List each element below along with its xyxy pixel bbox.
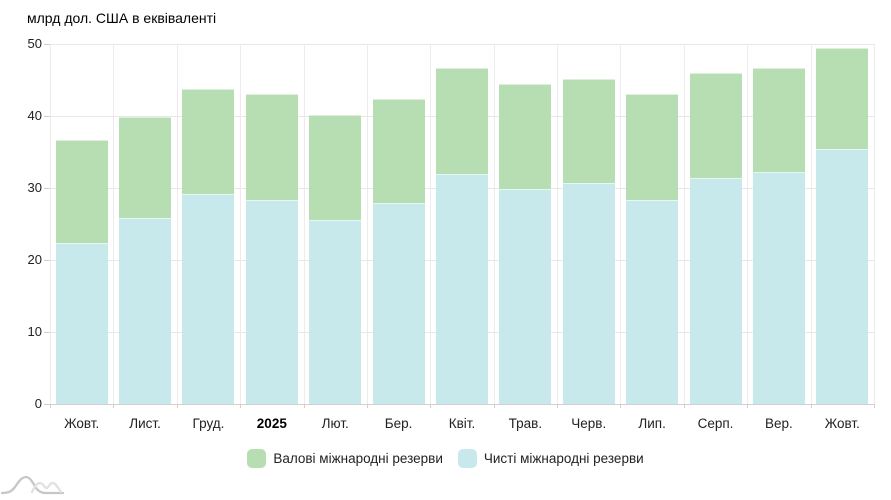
x-axis-line (50, 404, 874, 405)
vertical-gridline (430, 44, 431, 404)
x-axis-tick (50, 404, 51, 408)
vertical-gridline (367, 44, 368, 404)
x-axis-tick (620, 404, 621, 408)
x-axis-label: 2025 (256, 416, 287, 431)
y-axis-label: 10 (27, 324, 42, 339)
chart-title: млрд дол. США в еквіваленті (27, 10, 217, 26)
bar-net-Вер.[interactable] (752, 172, 805, 404)
y-axis-tick (44, 188, 50, 189)
x-axis-tick (304, 404, 305, 408)
y-axis-label: 40 (27, 108, 42, 123)
vertical-gridline (240, 44, 241, 404)
x-axis-label: Груд. (192, 416, 225, 431)
vertical-gridline (874, 44, 875, 404)
x-axis-label: Жовт. (64, 416, 100, 431)
bar-net-Лют.[interactable] (309, 219, 362, 404)
vertical-gridline (620, 44, 621, 404)
x-axis-label: Квіт. (448, 416, 476, 431)
y-axis-tick (44, 404, 50, 405)
legend-swatch-net-icon (457, 449, 477, 468)
x-axis-tick (367, 404, 368, 408)
y-axis-tick (44, 116, 50, 117)
vertical-gridline (557, 44, 558, 404)
bar-net-Жовт.[interactable] (816, 149, 869, 404)
x-axis-label: Лист. (129, 416, 161, 431)
vertical-gridline (494, 44, 495, 404)
vertical-gridline (684, 44, 685, 404)
horizontal-gridline (50, 44, 874, 45)
y-axis-label: 20 (27, 252, 42, 267)
y-axis-tick (44, 260, 50, 261)
y-axis-label: 50 (27, 36, 42, 51)
bar-net-Квіт.[interactable] (436, 173, 488, 404)
vertical-gridline (50, 44, 51, 404)
x-axis-label: Трав. (508, 416, 543, 431)
x-axis-tick (113, 404, 114, 408)
x-axis-tick (430, 404, 431, 408)
y-axis-tick (44, 332, 50, 333)
vertical-gridline (811, 44, 812, 404)
bar-net-Черв.[interactable] (562, 182, 615, 404)
bar-net-Бер.[interactable] (372, 203, 425, 404)
x-axis-label: Вер. (765, 416, 793, 431)
legend-item-net-reserves[interactable]: Чисті міжнародні резерви (457, 449, 644, 468)
legend: Валові міжнародні резерви Чисті міжнарод… (0, 449, 891, 468)
y-axis-label: 30 (27, 180, 42, 195)
y-axis-tick (44, 44, 50, 45)
legend-label-net: Чисті міжнародні резерви (483, 451, 644, 466)
bar-net-Жовт.[interactable] (55, 243, 108, 404)
x-axis-tick (811, 404, 812, 408)
vertical-gridline (304, 44, 305, 404)
x-axis-tick (874, 404, 875, 408)
bar-net-2025[interactable] (245, 199, 298, 404)
bar-net-Груд.[interactable] (182, 194, 235, 404)
legend-label-gross: Валові міжнародні резерви (273, 451, 443, 466)
x-axis-label: Жовт. (824, 416, 860, 431)
vertical-gridline (747, 44, 748, 404)
plot-area: 0 10 20 30 40 50 Жовт. Лист. Груд. 2025 Лют. Бер. Кв… (28, 36, 875, 431)
x-axis-tick (494, 404, 495, 408)
vertical-gridline (113, 44, 114, 404)
x-axis-label: Бер. (384, 416, 413, 431)
legend-item-gross-reserves[interactable]: Валові міжнародні резерви (247, 449, 443, 468)
vertical-gridline (177, 44, 178, 404)
legend-swatch-gross-icon (247, 449, 267, 468)
y-axis-label: 0 (34, 396, 42, 411)
x-axis-label: Лип. (638, 416, 666, 431)
x-axis-tick (684, 404, 685, 408)
x-axis-label: Лют. (321, 416, 349, 431)
area-chart-logo-icon (1, 475, 65, 495)
bar-net-Серп.[interactable] (689, 177, 742, 404)
x-axis-tick (557, 404, 558, 408)
bar-net-Трав.[interactable] (499, 189, 552, 404)
x-axis-tick (747, 404, 748, 408)
x-axis-tick (240, 404, 241, 408)
x-axis-tick (177, 404, 178, 408)
bar-net-Лип.[interactable] (626, 200, 679, 404)
x-axis-label: Серп. (697, 416, 734, 431)
bar-net-Лист.[interactable] (119, 217, 172, 404)
x-axis-label: Черв. (571, 416, 607, 431)
